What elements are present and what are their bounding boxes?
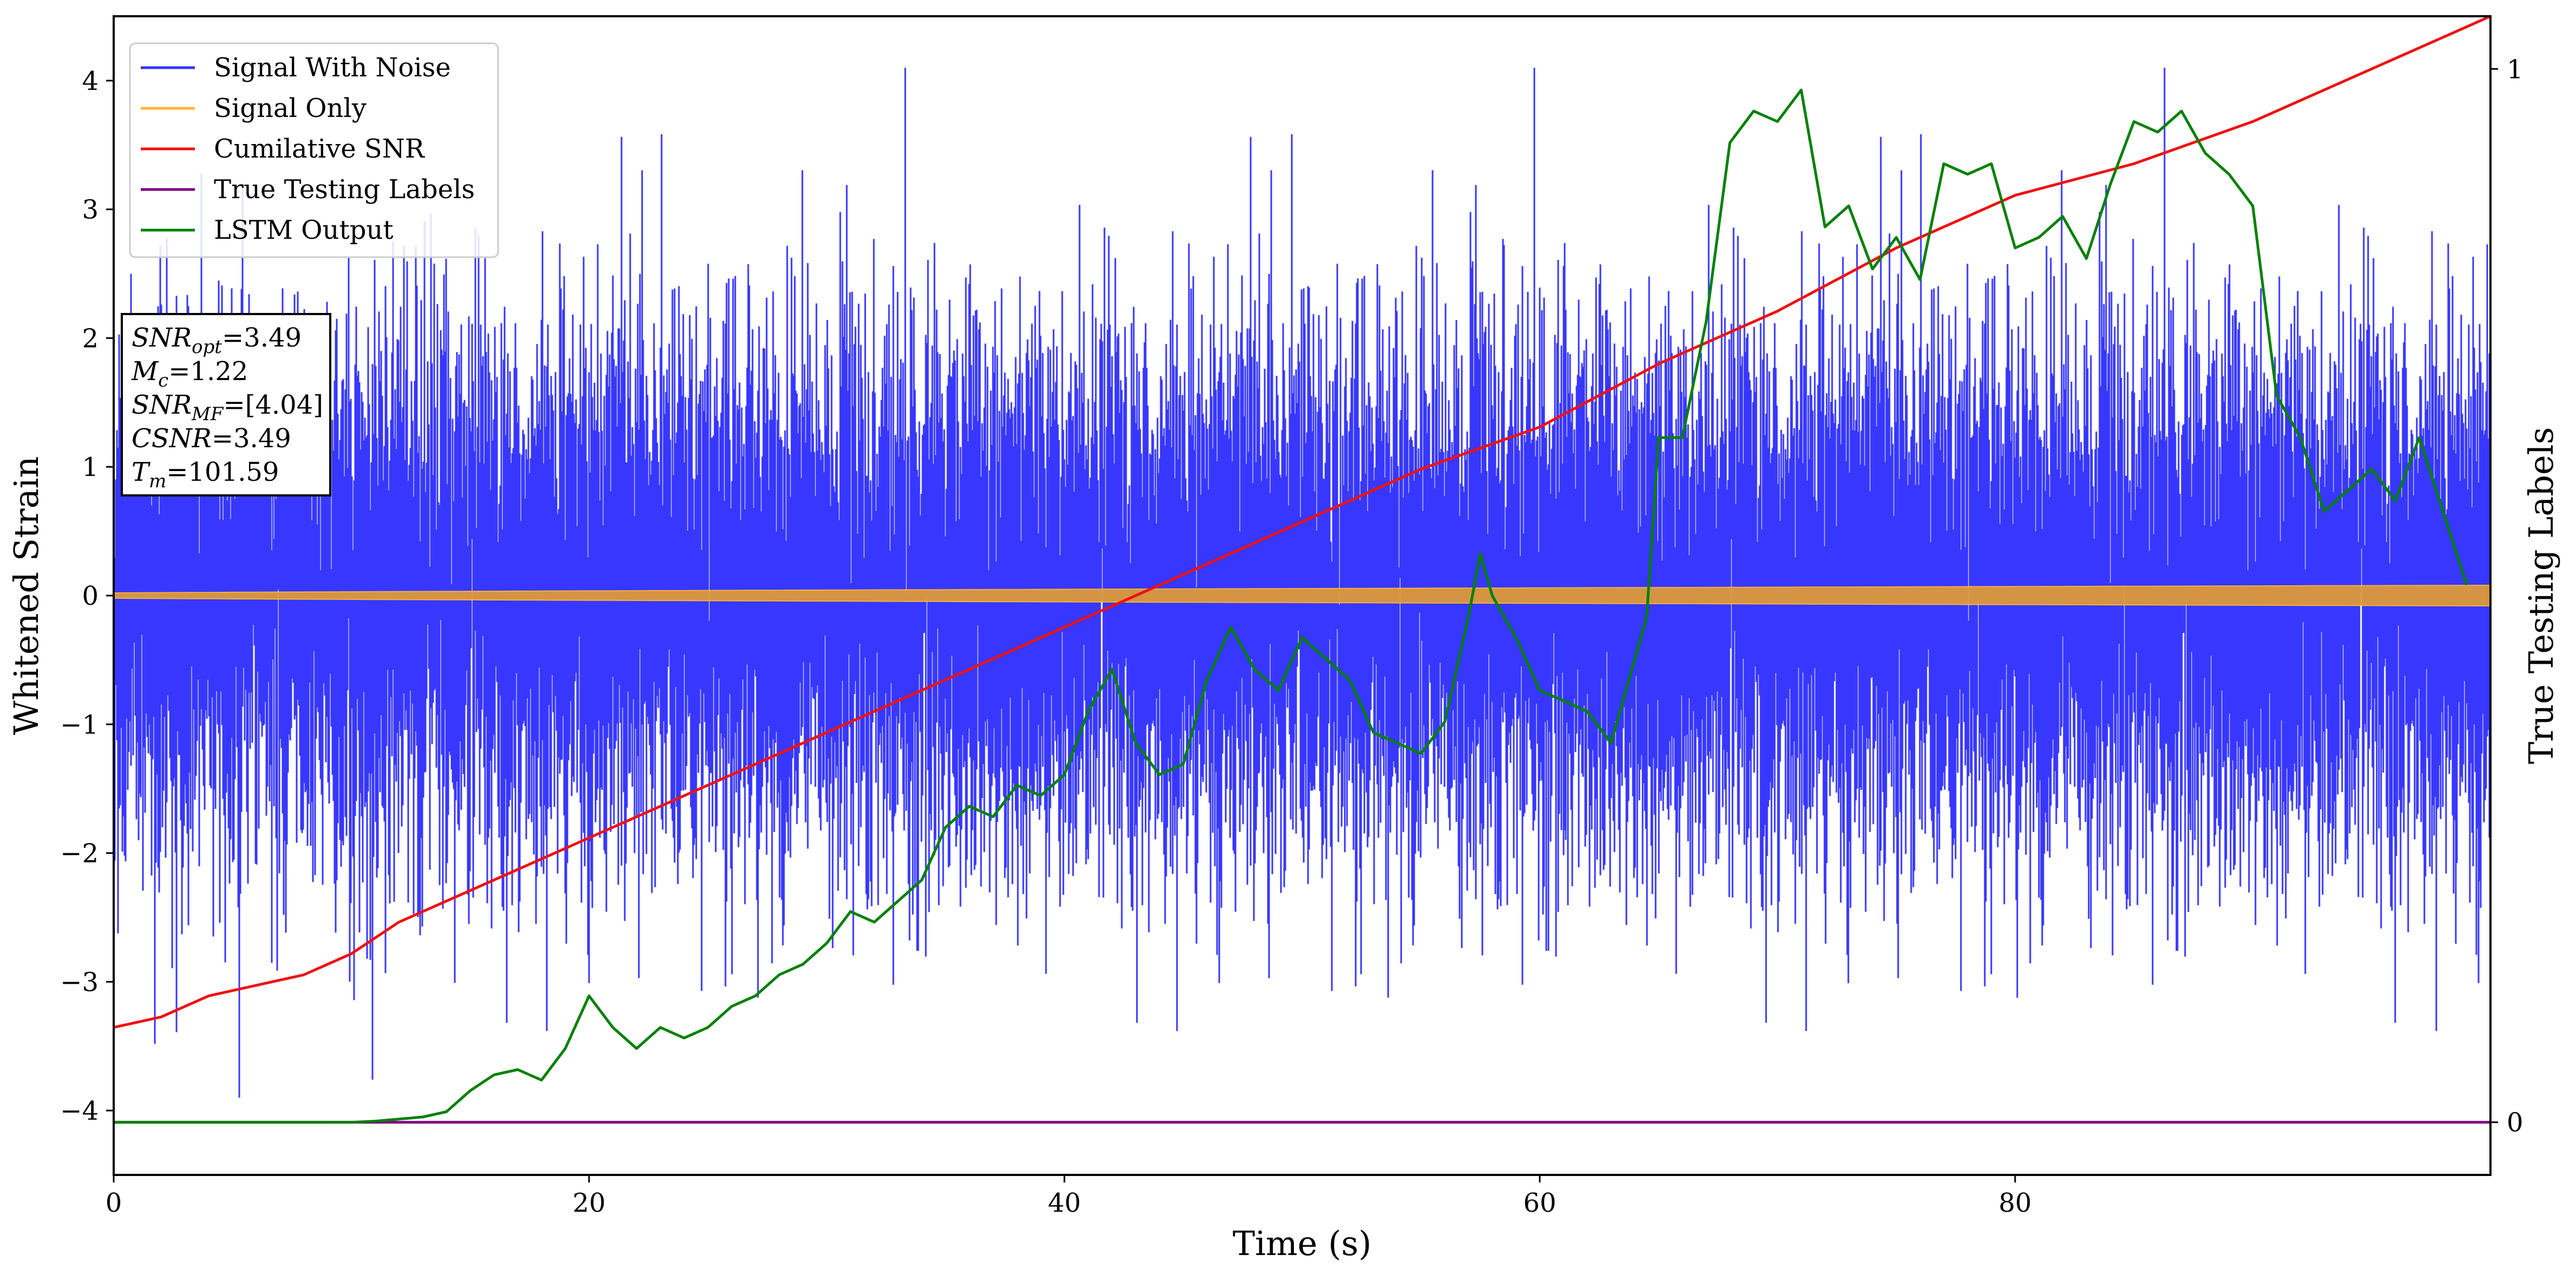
annotation-line: Tm=101.59 (132, 457, 279, 492)
series-signal-only (114, 585, 2490, 606)
y-tick-label: −1 (60, 710, 99, 740)
x-axis-ticks: 0 20 40 60 80 (106, 1175, 2032, 1218)
legend-box (129, 42, 499, 258)
legend-label: Signal With Noise (214, 53, 451, 83)
y-tick-label: −4 (60, 1096, 99, 1126)
legend-label: Cumilative SNR (214, 134, 426, 164)
legend-label: Signal Only (214, 93, 367, 123)
right-axis-series (114, 16, 2490, 1124)
y-tick-label: −2 (60, 839, 99, 869)
annotation-line: SNRopt=3.49 (132, 323, 302, 358)
annotation-line: CSNR=3.49 (132, 423, 291, 454)
y-tick-label: 0 (82, 581, 99, 611)
y2-axis-label: True Testing Labels (2521, 427, 2561, 765)
annotation-line: Mc=1.22 (131, 356, 248, 391)
signal-band (114, 585, 2490, 606)
series-lstm-output (114, 88, 2468, 1124)
y2-tick-label: 0 (2507, 1108, 2523, 1138)
y-axis-label: Whitened Strain (6, 456, 46, 735)
y-tick-label: 2 (82, 323, 99, 354)
x-axis-label: Time (s) (1233, 1224, 1372, 1263)
x-tick-label: 0 (106, 1188, 122, 1218)
annotation-box: SNRopt=3.49Mc=1.22SNRMF=[4.04]CSNR=3.49T… (121, 313, 331, 496)
annotation-line: SNRMF=[4.04] (132, 390, 323, 425)
y-axis-ticks: −4 −3 −2 −1 0 1 2 3 4 (60, 66, 114, 1126)
y-tick-label: 1 (82, 452, 99, 482)
y2-axis-ticks: 01 (2490, 54, 2523, 1138)
x-tick-label: 60 (1523, 1188, 1556, 1218)
y-tick-label: 3 (82, 195, 99, 225)
y2-tick-label: 1 (2507, 54, 2523, 84)
legend: Signal With Noise Signal Only Cumilative S… (129, 42, 499, 258)
series-cumilative-snr (114, 16, 2490, 1029)
y-tick-label: 4 (82, 66, 99, 96)
x-tick-label: 40 (1048, 1188, 1081, 1218)
annotation-frame (121, 313, 331, 496)
legend-label: LSTM Output (214, 215, 394, 245)
x-tick-label: 80 (1998, 1188, 2031, 1218)
y-tick-label: −3 (60, 967, 99, 997)
legend-label: True Testing Labels (214, 174, 475, 205)
x-tick-label: 20 (572, 1188, 605, 1218)
